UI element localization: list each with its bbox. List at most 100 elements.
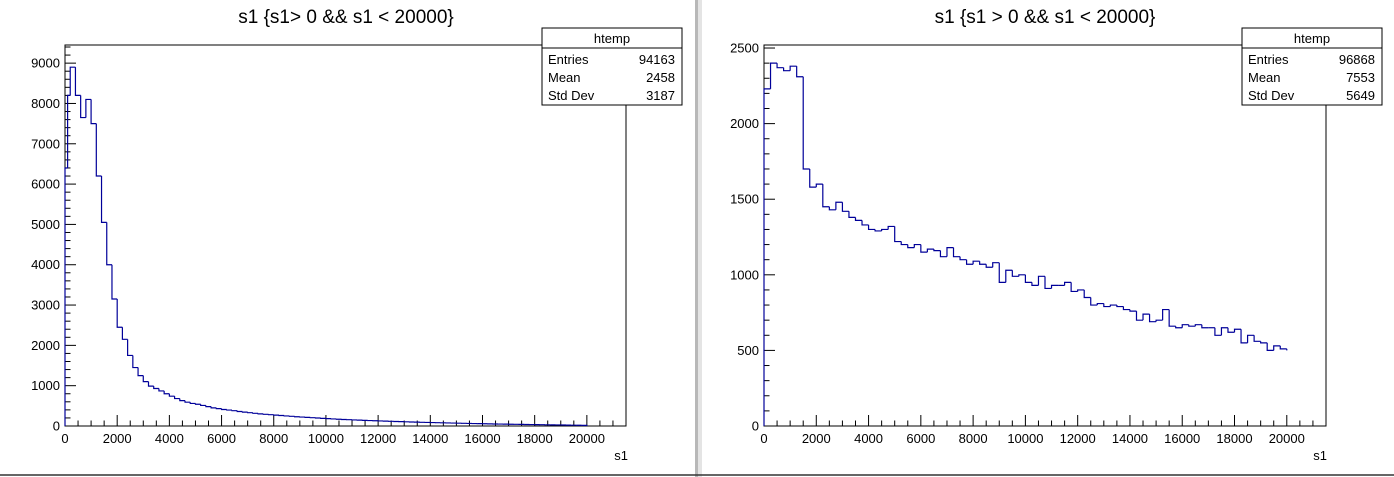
x-tick-label: 20000 [569, 431, 605, 446]
histogram-bin [874, 229, 882, 232]
histogram-bin [173, 396, 180, 400]
y-tick-label: 3000 [31, 298, 60, 313]
histogram-bin [163, 390, 170, 395]
y-tick-label: 0 [752, 419, 759, 434]
histogram-bin [64, 167, 68, 426]
histogram-bin [1083, 289, 1091, 299]
histogram-bin [90, 99, 97, 125]
histogram-bin [763, 88, 771, 426]
histogram-bin [1096, 302, 1104, 306]
y-tick-label: 1500 [730, 192, 759, 207]
histogram-bin [247, 412, 253, 414]
y-tick-label: 5000 [31, 217, 60, 232]
histogram-bin [168, 393, 175, 397]
histogram-bin [926, 248, 934, 253]
histogram-bin [67, 94, 71, 168]
x-tick-label: 20000 [1269, 431, 1305, 446]
histogram-bin [1018, 274, 1026, 277]
x-tick-label: 14000 [412, 431, 448, 446]
histogram-bin [1005, 269, 1013, 283]
y-tick-label: 4000 [31, 257, 60, 272]
pad-separator [695, 0, 698, 477]
histogram-bin [1011, 270, 1019, 277]
histogram-bin [142, 375, 149, 383]
histogram-bin [252, 412, 259, 414]
x-tick-label: 16000 [1164, 431, 1200, 446]
histogram-bin [241, 411, 248, 413]
histogram-bin [952, 247, 961, 258]
stats-stddev-label: Std Dev [548, 88, 595, 103]
histogram-bin [1168, 309, 1176, 327]
histogram-bin [80, 95, 86, 119]
stats-entries-label: Entries [1248, 52, 1289, 67]
histogram-bin [848, 211, 856, 218]
y-tick-label: 9000 [31, 56, 60, 71]
stats-box: htemp Entries 96868 Mean 7553 Std Dev 56… [1241, 27, 1383, 106]
histogram-bin [85, 98, 92, 118]
histogram-bin [809, 168, 817, 188]
left-pad: s1 {s1> 0 && s1 < 20000} 0 2000 4000 6000 80… [31, 7, 683, 463]
stats-mean-value: 7553 [1346, 70, 1375, 85]
stats-box-name: htemp [1294, 31, 1330, 46]
x-tick-label: 8000 [959, 431, 988, 446]
x-tick-label: 14000 [1112, 431, 1148, 446]
x-tick-label: 10000 [1007, 431, 1043, 446]
x-tick-label: 2000 [802, 431, 831, 446]
stats-mean-label: Mean [1248, 70, 1281, 85]
y-tick-label: 500 [737, 343, 759, 358]
x-tick-label: 18000 [1216, 431, 1252, 446]
x-tick-label: 6000 [207, 431, 236, 446]
histogram-bin [184, 400, 191, 403]
histogram-bin [946, 247, 954, 257]
histogram-bin [1240, 329, 1248, 344]
stats-box: htemp Entries 94163 Mean 2458 Std Dev 31… [541, 27, 683, 106]
stats-box-frame [1241, 27, 1383, 106]
histogram-bin [867, 224, 876, 231]
histogram-bin [1024, 274, 1032, 283]
histogram-bin [913, 243, 921, 248]
x-tick-label: 2000 [103, 431, 132, 446]
stats-stddev-label: Std Dev [1248, 88, 1295, 103]
histogram-bin [210, 406, 217, 409]
x-tick-label: 12000 [1060, 431, 1096, 446]
right-pad: s1 {s1 > 0 && s1 < 20000} 0 2000 4000 6000 8… [730, 7, 1383, 463]
x-axis-label: s1 [614, 448, 628, 463]
x-tick-label: 4000 [854, 431, 883, 446]
histogram-bin [1181, 324, 1189, 328]
histogram-bin [205, 405, 212, 408]
histogram-plot: 0 2000 4000 6000 8000 10000 12000 14000 16000 180… [730, 41, 1327, 446]
x-tick-label: 8000 [259, 431, 288, 446]
histogram-bin [992, 262, 1000, 268]
histogram-bin [200, 404, 206, 407]
histogram-bin [1155, 319, 1163, 322]
y-tick-label: 0 [53, 419, 60, 434]
histogram-bin [854, 217, 863, 221]
histogram-bin [776, 63, 784, 69]
y-tick-label: 2500 [730, 41, 759, 56]
histogram-bin [1090, 297, 1098, 306]
x-tick-label: 12000 [360, 431, 396, 446]
histogram-bin [965, 259, 974, 265]
histogram-bin [153, 386, 159, 390]
histogram-bin [1037, 275, 1045, 286]
chart-title: s1 {s1> 0 && s1 < 20000} [238, 7, 454, 28]
histogram-bin [783, 67, 791, 72]
histogram-bin [231, 410, 238, 412]
histogram-bin [137, 367, 144, 377]
y-tick-label: 1000 [730, 267, 759, 282]
histogram-bin [881, 228, 889, 231]
histogram-bin [920, 244, 928, 253]
histogram-bin [121, 327, 128, 340]
histogram-bin [1253, 335, 1261, 342]
histogram-bin [907, 244, 915, 249]
histogram-bin [100, 176, 107, 223]
histogram-bin [1116, 305, 1124, 308]
histogram-bin [1044, 276, 1052, 290]
histogram-bin [1246, 334, 1255, 343]
histogram-bin [1220, 327, 1228, 336]
stats-stddev-value: 3187 [646, 88, 675, 103]
histogram-bin [1148, 314, 1157, 323]
histogram-bin [1135, 311, 1144, 321]
histogram-bin [1142, 313, 1150, 321]
